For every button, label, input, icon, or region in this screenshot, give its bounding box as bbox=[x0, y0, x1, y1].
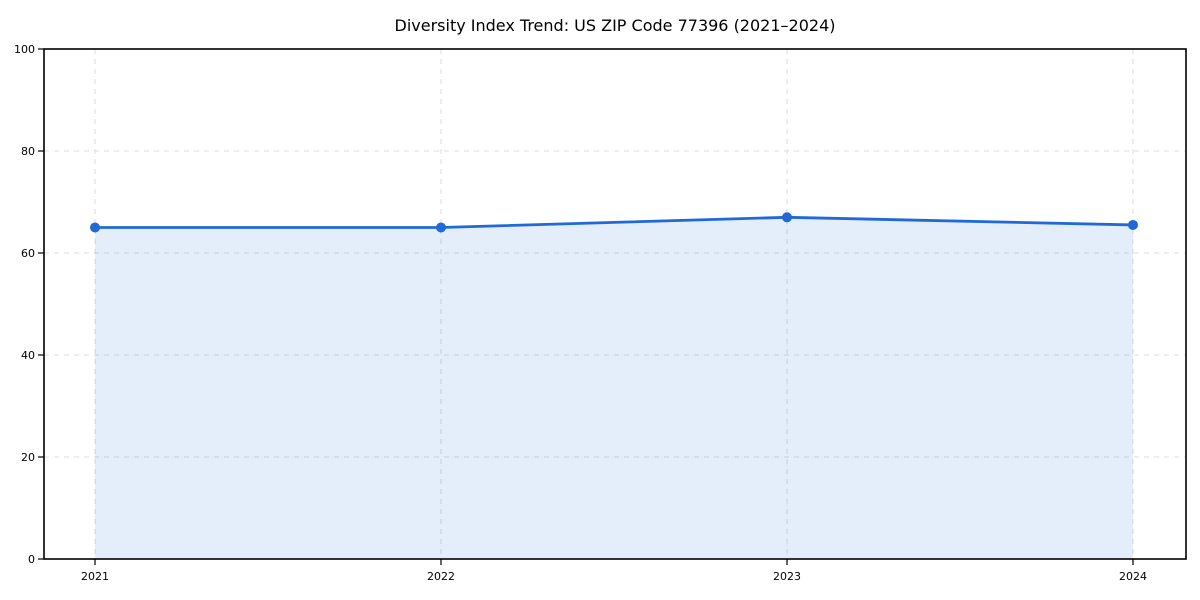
plot-area: 0 20 40 60 80 100 2021 2022 2023 2024 bbox=[14, 43, 1187, 583]
axes-box bbox=[43, 48, 1187, 560]
y-tick-label-80: 80 bbox=[21, 145, 35, 158]
x-tick-label-2022: 2022 bbox=[427, 570, 455, 583]
y-tick-label-100: 100 bbox=[14, 43, 35, 56]
chart-title: Diversity Index Trend: US ZIP Code 77396… bbox=[395, 16, 836, 35]
data-point-2024 bbox=[1128, 219, 1138, 230]
data-point-2022 bbox=[436, 222, 446, 233]
y-tick-label-0: 0 bbox=[28, 553, 35, 566]
trend-line bbox=[93, 215, 1135, 229]
y-tick-label-60: 60 bbox=[21, 247, 35, 260]
area-fill bbox=[95, 217, 1133, 560]
data-point-2021 bbox=[90, 222, 100, 233]
data-point-2023 bbox=[782, 212, 792, 223]
x-tick-label-2023: 2023 bbox=[773, 570, 801, 583]
y-tick-label-20: 20 bbox=[21, 451, 35, 464]
x-tick-label-2021: 2021 bbox=[81, 570, 109, 583]
y-tick-label-40: 40 bbox=[21, 349, 35, 362]
x-tick-label-2024: 2024 bbox=[1119, 570, 1147, 583]
